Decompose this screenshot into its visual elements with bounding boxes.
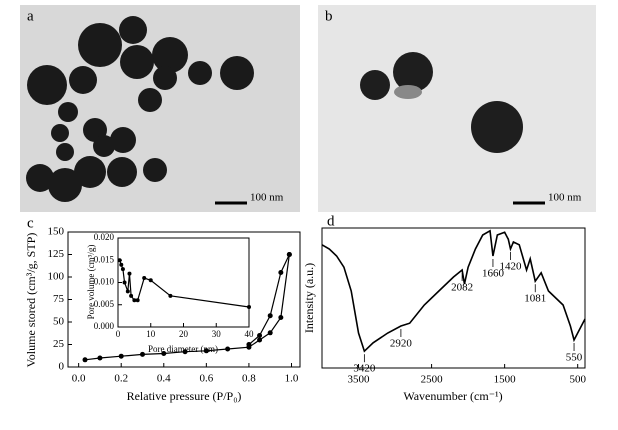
y-axis-label: Pore volume (cm³/g)	[86, 245, 96, 320]
data-point	[182, 349, 188, 355]
data-point	[135, 298, 140, 303]
data-point	[97, 355, 103, 361]
x-tick-label: 30	[212, 329, 222, 339]
data-point	[122, 280, 127, 285]
peak-label: 1081	[524, 293, 546, 305]
x-tick-label: 10	[146, 329, 156, 339]
x-tick-label: 0.6	[199, 373, 213, 385]
x-tick-label: 1500	[494, 374, 517, 386]
data-point	[120, 267, 125, 272]
data-point	[257, 337, 263, 343]
x-tick-label: 3500	[348, 374, 371, 386]
data-point	[127, 271, 132, 276]
x-tick-label: 20	[179, 329, 189, 339]
data-point	[278, 270, 284, 275]
data-point	[247, 304, 251, 309]
data-point	[82, 357, 88, 363]
data-point	[142, 276, 147, 281]
y-axis-label: Volume stored (cm³/g, STP)	[24, 233, 38, 368]
peak-label: 2920	[390, 338, 413, 350]
panel-label: a	[27, 8, 34, 24]
peak-label: 1420	[499, 261, 522, 273]
x-tick-label: 0.2	[114, 373, 128, 385]
y-tick-label: 0.010	[94, 277, 115, 287]
data-point	[161, 351, 167, 356]
data-point	[246, 342, 252, 347]
y-tick-label: 100	[48, 271, 65, 283]
data-point	[286, 252, 292, 257]
data-point	[139, 351, 145, 357]
peak-label: 1660	[482, 268, 505, 280]
data-point	[132, 298, 137, 303]
x-axis-label: Relative pressure (P/P₀)	[127, 389, 242, 403]
x-tick-label: 0	[116, 329, 121, 339]
y-tick-label: 25	[53, 338, 65, 350]
plot-frame	[117, 237, 250, 328]
data-point	[125, 289, 130, 294]
x-tick-label: 1.0	[285, 373, 299, 385]
tem-image-b	[318, 5, 596, 212]
data-point	[225, 346, 231, 352]
y-tick-label: 0.000	[94, 321, 115, 331]
data-point	[148, 278, 153, 283]
scale-bar-label: 100 nm	[250, 192, 284, 204]
x-tick-label: 40	[245, 329, 255, 339]
data-point	[267, 330, 273, 336]
panel-label: c	[27, 215, 34, 231]
x-tick-label: 2500	[421, 374, 444, 386]
x-tick-label: 0.4	[157, 373, 171, 385]
scale-bar-label: 100 nm	[548, 192, 582, 204]
x-axis-label: Wavenumber (cm⁻¹)	[403, 389, 502, 403]
tem-image-a	[20, 5, 300, 212]
y-tick-label: 50	[53, 316, 65, 328]
panel-label: b	[325, 8, 333, 24]
data-point	[203, 348, 209, 354]
x-tick-label: 0.0	[72, 373, 86, 385]
x-tick-label: 0.8	[242, 373, 256, 385]
y-tick-label: 0.020	[94, 232, 115, 242]
y-axis-label: Intensity (a.u.)	[302, 263, 316, 333]
data-point	[119, 262, 124, 267]
peak-label: 550	[566, 352, 583, 364]
data-point	[278, 315, 284, 320]
y-tick-label: 125	[48, 248, 65, 260]
peak-label: 3420	[353, 363, 376, 375]
y-tick-label: 150	[48, 226, 65, 238]
data-point	[267, 313, 273, 319]
peak-label: 2082	[451, 282, 473, 294]
data-point	[257, 333, 263, 338]
data-point	[118, 353, 124, 359]
y-tick-label: 0.005	[94, 299, 115, 309]
y-tick-label: 0	[59, 361, 65, 373]
data-point	[117, 258, 122, 263]
series-line	[321, 229, 586, 353]
panel-label: d	[327, 213, 335, 229]
data-point	[168, 293, 173, 298]
x-axis-label: Pore diameter (nm)	[148, 344, 218, 354]
y-tick-label: 75	[53, 293, 65, 305]
y-tick-label: 0.015	[94, 254, 115, 264]
plot-frame	[321, 227, 586, 369]
data-point	[129, 293, 134, 298]
x-tick-label: 500	[569, 374, 586, 386]
